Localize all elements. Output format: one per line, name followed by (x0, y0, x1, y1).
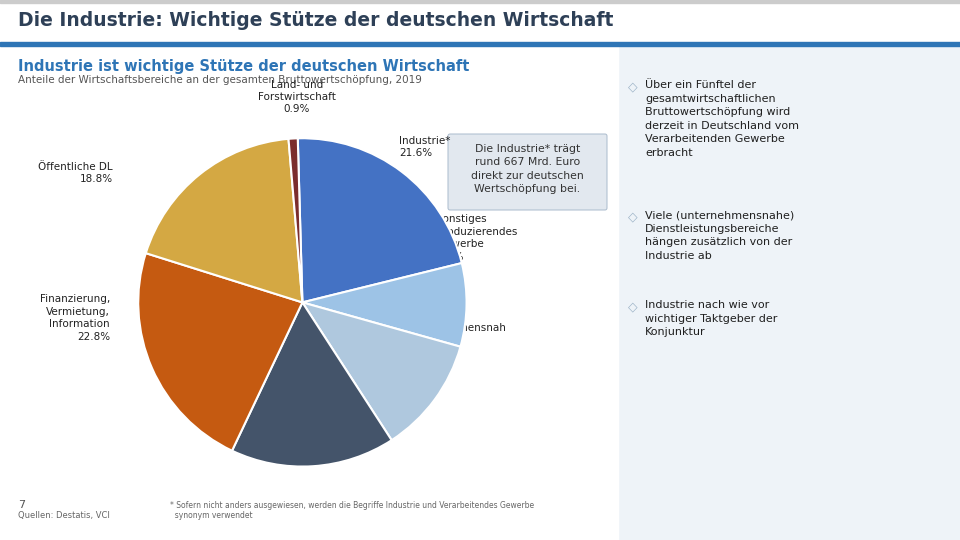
Text: * Sofern nicht anders ausgewiesen, werden die Begriffe Industrie und Verarbeiten: * Sofern nicht anders ausgewiesen, werde… (170, 501, 534, 520)
Wedge shape (302, 263, 467, 347)
Bar (0, 0, 960, 42)
Wedge shape (298, 138, 462, 302)
Text: Industrie nach wie vor
wichtiger Taktgeber der
Konjunktur: Industrie nach wie vor wichtiger Taktgeb… (645, 300, 778, 337)
Text: ◇: ◇ (628, 300, 637, 313)
Bar (618, 46, 960, 540)
Text: ◇: ◇ (628, 210, 637, 223)
Text: Öffentliche DL
18.8%: Öffentliche DL 18.8% (38, 162, 113, 184)
Text: Die Industrie* trägt
rund 667 Mrd. Euro
direkt zur deutschen
Wertschöpfung bei.: Die Industrie* trägt rund 667 Mrd. Euro … (471, 144, 584, 194)
Bar (0, 0, 960, 3)
Text: Land- und
Forstwirtschaft
0.9%: Land- und Forstwirtschaft 0.9% (258, 79, 336, 114)
Text: Industrie ist wichtige Stütze der deutschen Wirtschaft: Industrie ist wichtige Stütze der deutsc… (18, 59, 469, 74)
Text: Handel,
Gastgewerbe,
Verkehr
16.2%: Handel, Gastgewerbe, Verkehr 16.2% (228, 404, 301, 451)
Wedge shape (302, 302, 461, 440)
Text: unternehmensnah
e DL
11.5%: unternehmensnah e DL 11.5% (410, 322, 506, 357)
Text: sonstiges
Produzierendes
Gewerbe
8.2%: sonstiges Produzierendes Gewerbe 8.2% (437, 214, 517, 261)
Text: Industrie*
21.6%: Industrie* 21.6% (399, 136, 450, 158)
Bar (0, 46, 618, 540)
Text: Über ein Fünftel der
gesamtwirtschaftlichen
Bruttowertschöpfung wird
derzeit in : Über ein Fünftel der gesamtwirtschaftlic… (645, 80, 799, 158)
Wedge shape (289, 138, 302, 302)
Text: Viele (unternehmensnahe)
Dienstleistungsbereiche
hängen zusätzlich von der
Indus: Viele (unternehmensnahe) Dienstleistungs… (645, 210, 794, 261)
FancyBboxPatch shape (448, 134, 607, 210)
Text: 7: 7 (18, 500, 25, 510)
Wedge shape (232, 302, 392, 467)
Wedge shape (146, 139, 302, 302)
Text: Die Industrie: Wichtige Stütze der deutschen Wirtschaft: Die Industrie: Wichtige Stütze der deuts… (18, 11, 613, 30)
Text: Finanzierung,
Vermietung,
Information
22.8%: Finanzierung, Vermietung, Information 22… (39, 294, 110, 342)
Text: Anteile der Wirtschaftsbereiche an der gesamten Bruttowertschöpfung, 2019: Anteile der Wirtschaftsbereiche an der g… (18, 75, 421, 85)
Bar (0, 42, 960, 46)
Wedge shape (138, 253, 302, 451)
Text: Quellen: Destatis, VCI: Quellen: Destatis, VCI (18, 511, 109, 520)
Text: ◇: ◇ (628, 80, 637, 93)
